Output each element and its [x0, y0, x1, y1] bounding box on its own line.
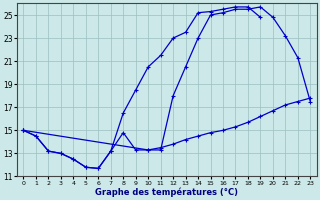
- X-axis label: Graphe des températures (°C): Graphe des températures (°C): [95, 187, 238, 197]
